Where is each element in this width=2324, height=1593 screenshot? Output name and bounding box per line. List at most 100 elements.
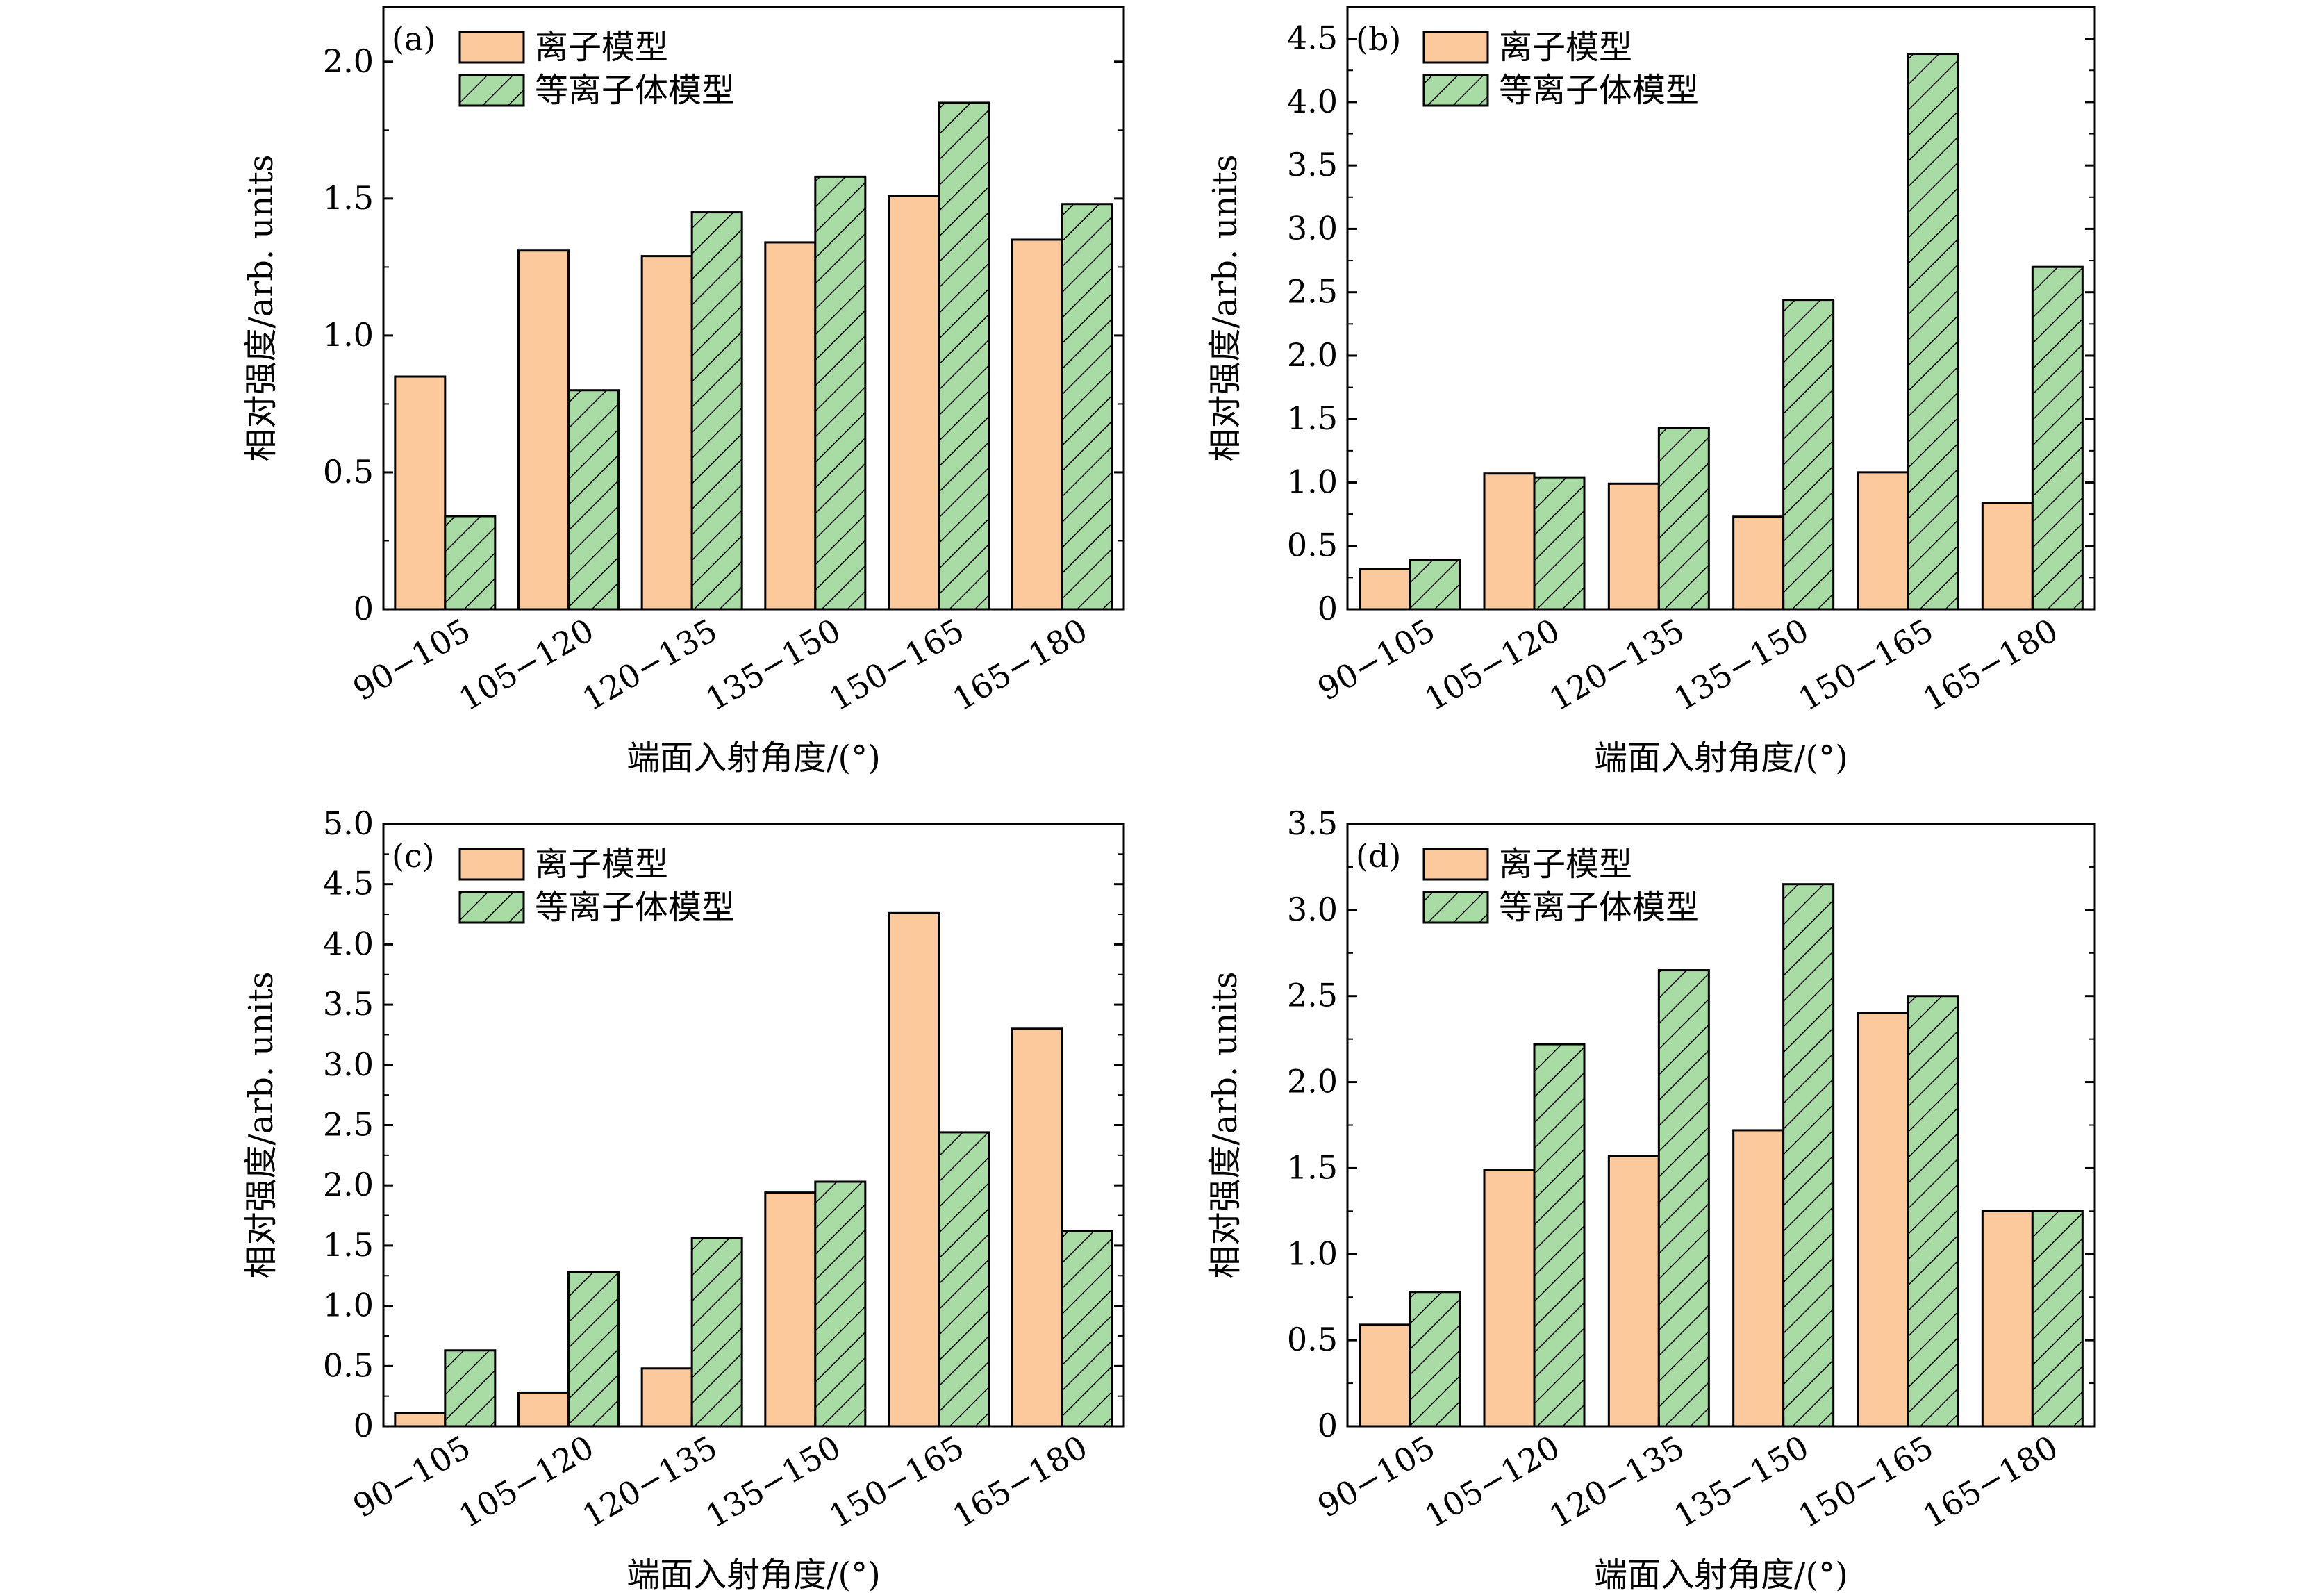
bar-ionic-5 — [888, 195, 940, 611]
x-tick-label: 105−120 — [1418, 1428, 1566, 1535]
x-axis-title: 端面入射角度/(°) — [626, 1555, 881, 1593]
plot-frame — [382, 6, 1125, 611]
bar-plasma-3 — [690, 1237, 743, 1428]
x-tick-label: 120−135 — [576, 1428, 723, 1535]
y-tick-label: 3.0 — [323, 1046, 374, 1083]
y-tick-label: 1.5 — [1287, 399, 1338, 437]
y-tick-label: 1.0 — [1287, 1235, 1338, 1272]
x-tick-label: 120−135 — [1543, 611, 1690, 718]
bar-ionic-4 — [1732, 515, 1785, 611]
bar-ionic-5 — [888, 911, 940, 1428]
bar-plasma-1 — [1409, 1291, 1461, 1428]
legend-label-ionic: 离子模型 — [535, 28, 668, 67]
x-tick-label: 105−120 — [453, 611, 600, 718]
legend-swatch-ionic — [458, 848, 525, 881]
x-axis-title: 端面入射角度/(°) — [1594, 738, 1848, 777]
bar-ionic-4 — [1732, 1129, 1785, 1428]
x-tick-label: 120−135 — [576, 611, 723, 718]
panel-b: 00.51.01.52.02.53.03.54.04.590−105105−12… — [1206, 6, 2096, 777]
bar-plasma-6 — [2031, 1210, 2084, 1428]
bar-plasma-4 — [1782, 299, 1835, 611]
x-tick-label: 165−180 — [1916, 1428, 2064, 1535]
bar-plasma-4 — [1782, 883, 1835, 1428]
x-tick-label: 105−120 — [1418, 611, 1566, 718]
y-tick-label: 4.5 — [1287, 19, 1338, 57]
bar-plasma-5 — [938, 1131, 990, 1428]
y-tick-label: 4.0 — [323, 925, 374, 962]
y-tick-label: 3.0 — [1287, 891, 1338, 928]
bar-ionic-3 — [640, 255, 693, 611]
bar-ionic-2 — [1483, 472, 1536, 611]
bar-plasma-3 — [690, 211, 743, 611]
bar-plasma-4 — [814, 175, 867, 611]
y-tick-label: 1.5 — [323, 179, 374, 217]
bar-ionic-6 — [1011, 238, 1063, 611]
y-tick-label: 1.0 — [323, 1287, 374, 1324]
y-axis-title: 相对强度/arb. units — [1206, 971, 1245, 1278]
y-tick-label: 5.0 — [323, 804, 374, 842]
panels: 00.51.01.52.090−105105−120120−135135−150… — [242, 6, 2096, 1593]
y-tick-label: 4.0 — [1287, 83, 1338, 120]
bar-ionic-4 — [764, 241, 817, 611]
y-tick-label: 3.5 — [1287, 804, 1338, 842]
bar-ionic-2 — [517, 1391, 570, 1428]
panel-label: (c) — [392, 837, 435, 875]
legend-label-plasma: 等离子体模型 — [535, 71, 735, 110]
bar-ionic-3 — [640, 1367, 693, 1428]
bar-ionic-1 — [394, 1412, 447, 1428]
y-axis-title: 相对强度/arb. units — [1206, 154, 1245, 461]
y-tick-label: 3.5 — [1287, 146, 1338, 183]
panel-label: (b) — [1356, 20, 1401, 58]
panel-label: (d) — [1356, 837, 1401, 875]
y-axis-title: 相对强度/arb. units — [242, 154, 281, 461]
y-tick-label: 1.0 — [323, 316, 374, 354]
y-tick-label: 0.5 — [1287, 1321, 1338, 1358]
bar-plasma-1 — [444, 515, 497, 611]
x-tick-label: 150−165 — [1792, 1428, 1939, 1535]
y-tick-label: 2.5 — [323, 1106, 374, 1144]
bar-plasma-4 — [814, 1180, 867, 1428]
bar-ionic-6 — [1011, 1027, 1063, 1428]
legend-label-plasma: 等离子体模型 — [1499, 888, 1699, 927]
bar-plasma-6 — [2031, 265, 2084, 611]
bar-ionic-1 — [1359, 1323, 1411, 1428]
y-axis-title: 相对强度/arb. units — [242, 971, 281, 1278]
bar-plasma-2 — [567, 1271, 620, 1428]
y-tick-label: 1.0 — [1287, 463, 1338, 500]
bar-plasma-1 — [444, 1349, 497, 1428]
bar-plasma-2 — [567, 389, 620, 611]
x-axis-title: 端面入射角度/(°) — [626, 738, 881, 777]
x-tick-label: 120−135 — [1543, 1428, 1690, 1535]
y-tick-label: 2.5 — [1287, 273, 1338, 311]
bar-ionic-4 — [764, 1191, 817, 1428]
y-tick-label: 3.0 — [1287, 209, 1338, 247]
bar-ionic-6 — [1981, 1210, 2034, 1428]
legend-swatch-plasma — [1422, 74, 1489, 107]
x-tick-label: 135−150 — [1668, 1428, 1815, 1535]
y-tick-label: 1.5 — [323, 1226, 374, 1264]
bar-ionic-1 — [394, 375, 447, 611]
x-tick-label: 150−165 — [823, 1428, 970, 1535]
bar-plasma-6 — [1061, 1230, 1113, 1428]
x-tick-label: 150−165 — [823, 611, 970, 718]
legend-swatch-plasma — [458, 891, 525, 924]
y-tick-label: 2.0 — [1287, 1063, 1338, 1100]
legend-swatch-ionic — [458, 31, 525, 64]
x-tick-label: 165−180 — [1916, 611, 2064, 718]
panel-d: 00.51.01.52.02.53.03.590−105105−120120−1… — [1206, 804, 2096, 1593]
legend-label-ionic: 离子模型 — [1499, 28, 1632, 67]
y-tick-label: 2.0 — [323, 42, 374, 80]
bar-plasma-5 — [1907, 995, 1959, 1428]
bar-ionic-3 — [1607, 1155, 1660, 1428]
x-tick-label: 105−120 — [453, 1428, 600, 1535]
bar-plasma-3 — [1657, 969, 1710, 1428]
bar-ionic-2 — [1483, 1169, 1536, 1428]
x-axis-title: 端面入射角度/(°) — [1594, 1555, 1848, 1593]
bar-ionic-3 — [1607, 482, 1660, 611]
legend-label-plasma: 等离子体模型 — [1499, 71, 1699, 110]
panel-a: 00.51.01.52.090−105105−120120−135135−150… — [242, 6, 1125, 777]
legend-label-ionic: 离子模型 — [1499, 845, 1632, 884]
y-tick-label: 0.5 — [323, 453, 374, 490]
y-tick-label: 0 — [354, 1407, 374, 1444]
